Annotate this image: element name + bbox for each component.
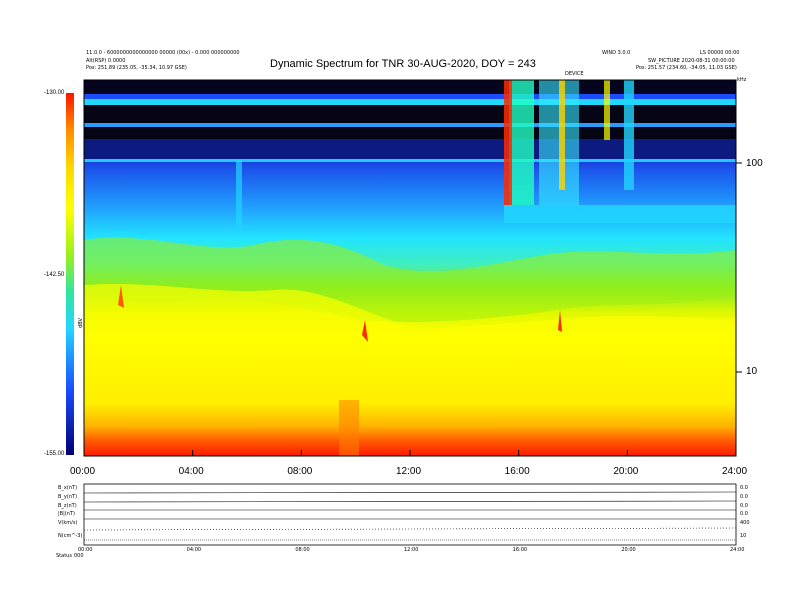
panel-right-label-2: 0.0 bbox=[740, 494, 748, 500]
panel-right-label-3: 0.0 bbox=[740, 503, 748, 509]
header-info-right-2: SW_PICTURE 2020-08-31 00:00:00 bbox=[648, 58, 735, 64]
dynamic-spectrum-plot bbox=[84, 80, 736, 456]
x-axis-ticks bbox=[83, 450, 737, 456]
panel-row-label-2: B_y(nT) bbox=[58, 494, 78, 500]
header-position-left: Pos: 251.89 (235.05, -35.34, 10.97 GSE) bbox=[86, 65, 187, 71]
panel-footer-value: 000 bbox=[74, 553, 84, 559]
panel-time-label: 24:00 bbox=[730, 547, 745, 553]
colorbar bbox=[66, 93, 74, 455]
x-tick-label: 08:00 bbox=[287, 466, 313, 477]
panel-row-label-4: |B|(nT) bbox=[58, 511, 75, 517]
x-tick-label: 00:00 bbox=[70, 466, 96, 477]
frequency-unit-label: kHz bbox=[737, 77, 747, 83]
panel-right-label-6: 10 bbox=[740, 533, 747, 539]
header-info-left-2: Alt(RSP) 0.0000 bbox=[86, 58, 126, 64]
panel-time-label: 12:00 bbox=[404, 547, 419, 553]
device-marker: DEVICE bbox=[565, 71, 584, 77]
panel-row-label-6: N(cm^-3) bbox=[58, 533, 83, 539]
panel-row-label-1: B_x(nT) bbox=[58, 485, 78, 491]
x-tick-label: 12:00 bbox=[396, 466, 422, 477]
panel-time-label: 16:00 bbox=[512, 547, 528, 553]
panel-time-label: 08:00 bbox=[295, 547, 310, 553]
panel-time-label: 00:00 bbox=[78, 547, 93, 553]
x-tick-label: 24:00 bbox=[722, 466, 748, 477]
panel-right-label-5: 400 bbox=[740, 520, 750, 526]
colorbar-tick-top: -130.00 bbox=[44, 90, 65, 96]
chart-title: Dynamic Spectrum for TNR 30-AUG-2020, DO… bbox=[270, 58, 536, 70]
header-position-right: Pos: 251.57 (234.60, -34.05, 11.03 GSE) bbox=[636, 65, 737, 71]
y-tick-100: 100 bbox=[746, 158, 763, 169]
header-info-left-1: 11.0.0 - 6000000000000000 00000 (00x) - … bbox=[86, 50, 240, 56]
x-tick-label: 16:00 bbox=[504, 466, 530, 477]
panel-row-label-5: V(km/s) bbox=[58, 520, 78, 526]
panel-time-label: 20:00 bbox=[621, 547, 636, 553]
panel-right-label-4: 0.0 bbox=[740, 511, 748, 517]
panel-row-label-3: B_z(nT) bbox=[58, 503, 77, 509]
colorbar-tick-bottom: -155.00 bbox=[44, 451, 65, 457]
header-info-right-1b: LS 00000 00:00 bbox=[700, 50, 740, 56]
x-tick-label: 04:00 bbox=[178, 466, 204, 477]
colorbar-tick-mid: -142.50 bbox=[44, 272, 65, 278]
panel-footer-label: Status bbox=[56, 553, 72, 559]
y-tick-10: 10 bbox=[746, 366, 758, 377]
panel-time-label: 04:00 bbox=[186, 547, 202, 553]
panel-right-label-1: 0.0 bbox=[740, 485, 748, 491]
x-tick-label: 20:00 bbox=[613, 466, 639, 477]
header-info-right-1: WIND 3.0.0 bbox=[602, 50, 631, 56]
